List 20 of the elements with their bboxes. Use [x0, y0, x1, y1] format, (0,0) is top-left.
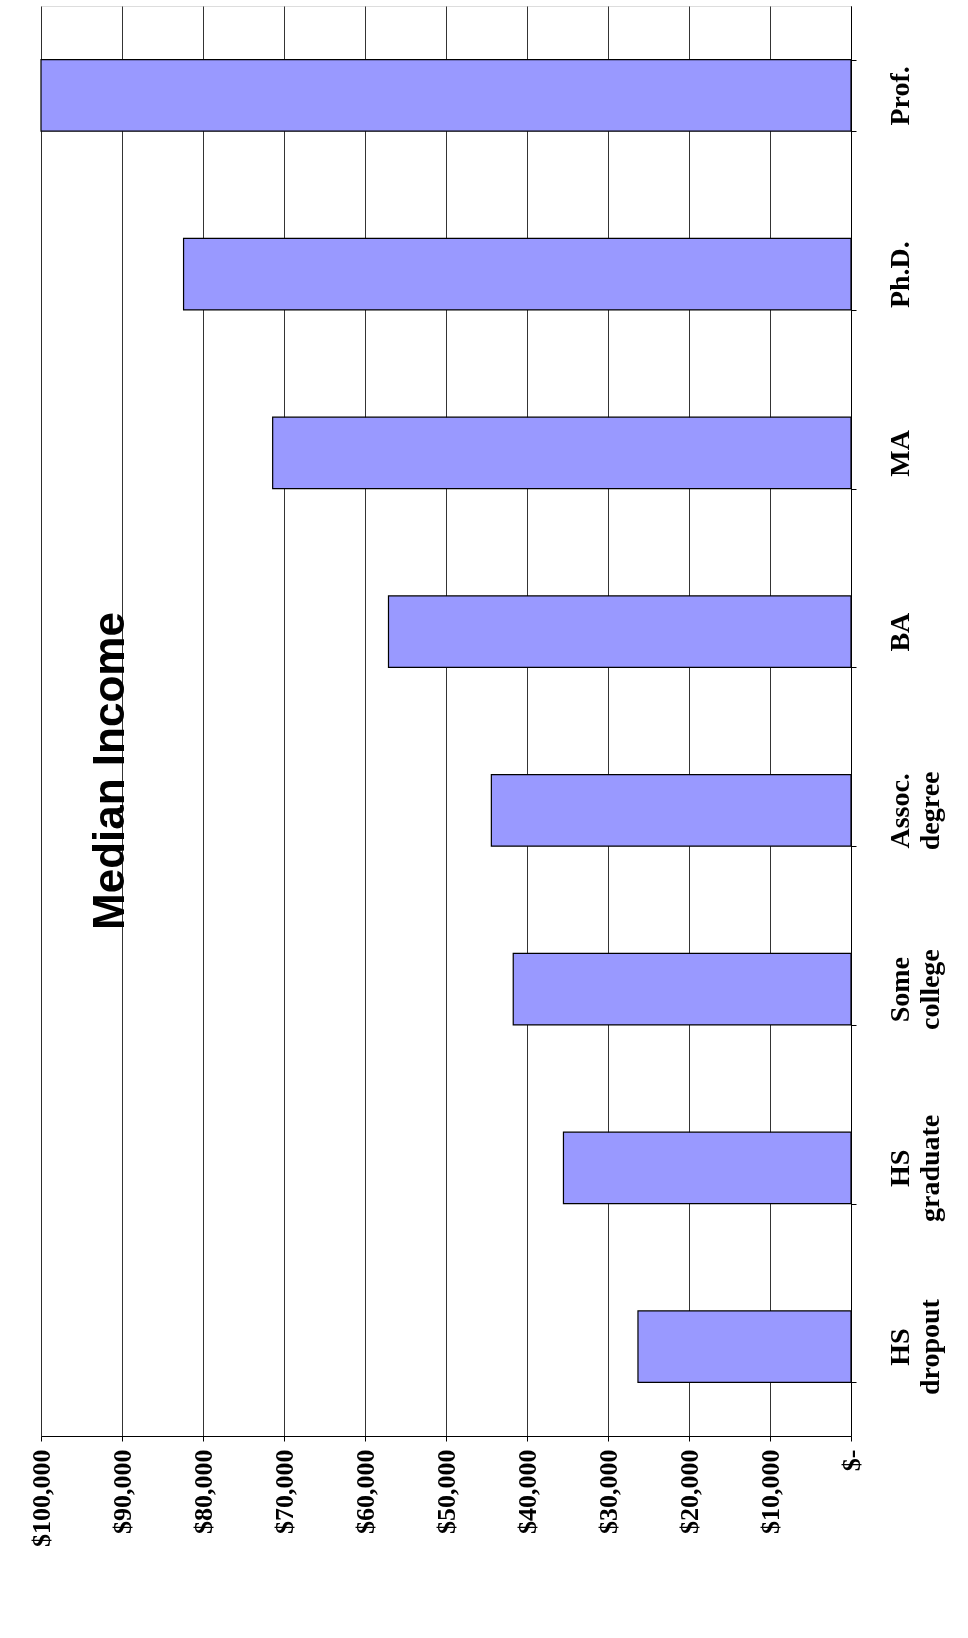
y-tick-label: BA [883, 611, 915, 652]
x-tick-label: $90,000 [107, 1449, 137, 1534]
x-tick-label: $30,000 [593, 1449, 623, 1534]
x-tick-label: $10,000 [755, 1449, 785, 1534]
x-tick-label: $100,000 [26, 1449, 56, 1547]
y-tick-label: HS graduate [883, 1114, 945, 1223]
text: Median Income [84, 612, 133, 930]
x-tick-label: $40,000 [512, 1449, 542, 1534]
x-tick-label: $- [836, 1449, 866, 1472]
x-tick-label: $20,000 [674, 1449, 704, 1534]
x-tick-label: $80,000 [188, 1449, 218, 1534]
x-tick-label: $50,000 [431, 1449, 461, 1534]
y-tick-label: Some college [883, 949, 945, 1031]
y-tick-label: Ph.D. [883, 241, 915, 309]
x-tick-label: $70,000 [269, 1449, 299, 1534]
y-tick-label: Prof. [883, 66, 915, 126]
y-tick-label: MA [883, 429, 915, 477]
y-tick-label: Assoc. degree [883, 771, 945, 851]
y-tick-label: HS dropout [883, 1298, 945, 1396]
x-tick-label: $60,000 [350, 1449, 380, 1534]
